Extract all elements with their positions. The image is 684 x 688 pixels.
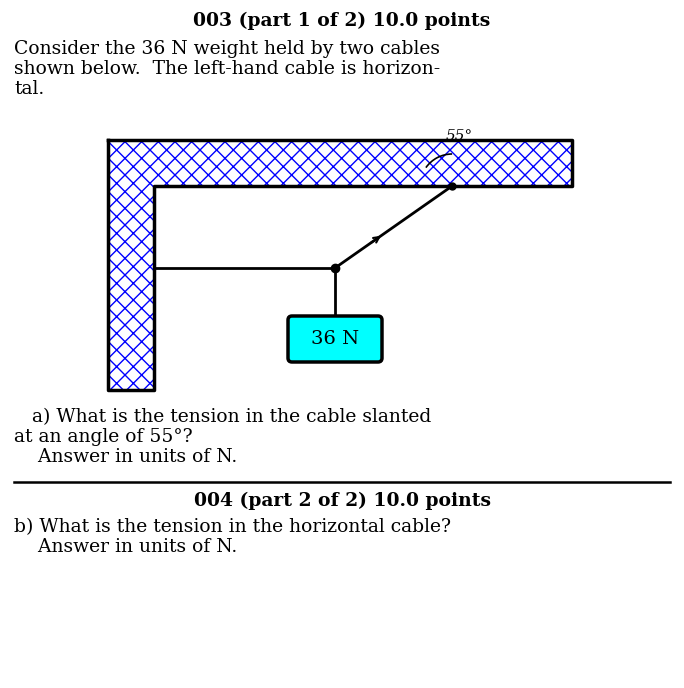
Bar (108, 140, 572, 186)
Text: tal.: tal. (14, 80, 44, 98)
Text: 003 (part 1 of 2) 10.0 points: 003 (part 1 of 2) 10.0 points (194, 12, 490, 30)
Text: b) What is the tension in the horizontal cable?: b) What is the tension in the horizontal… (14, 518, 451, 536)
Text: 004 (part 2 of 2) 10.0 points: 004 (part 2 of 2) 10.0 points (194, 492, 490, 510)
Text: 55°: 55° (445, 129, 473, 143)
Text: Consider the 36 N weight held by two cables: Consider the 36 N weight held by two cab… (14, 40, 440, 58)
Text: a) What is the tension in the cable slanted: a) What is the tension in the cable slan… (14, 408, 431, 426)
Text: shown below.  The left-hand cable is horizon-: shown below. The left-hand cable is hori… (14, 60, 440, 78)
FancyBboxPatch shape (288, 316, 382, 362)
Text: Answer in units of N.: Answer in units of N. (14, 538, 237, 556)
Bar (108, 186, 154, 390)
Text: Answer in units of N.: Answer in units of N. (14, 448, 237, 466)
Text: at an angle of 55°?: at an angle of 55°? (14, 428, 193, 446)
Text: 36 N: 36 N (311, 330, 359, 348)
